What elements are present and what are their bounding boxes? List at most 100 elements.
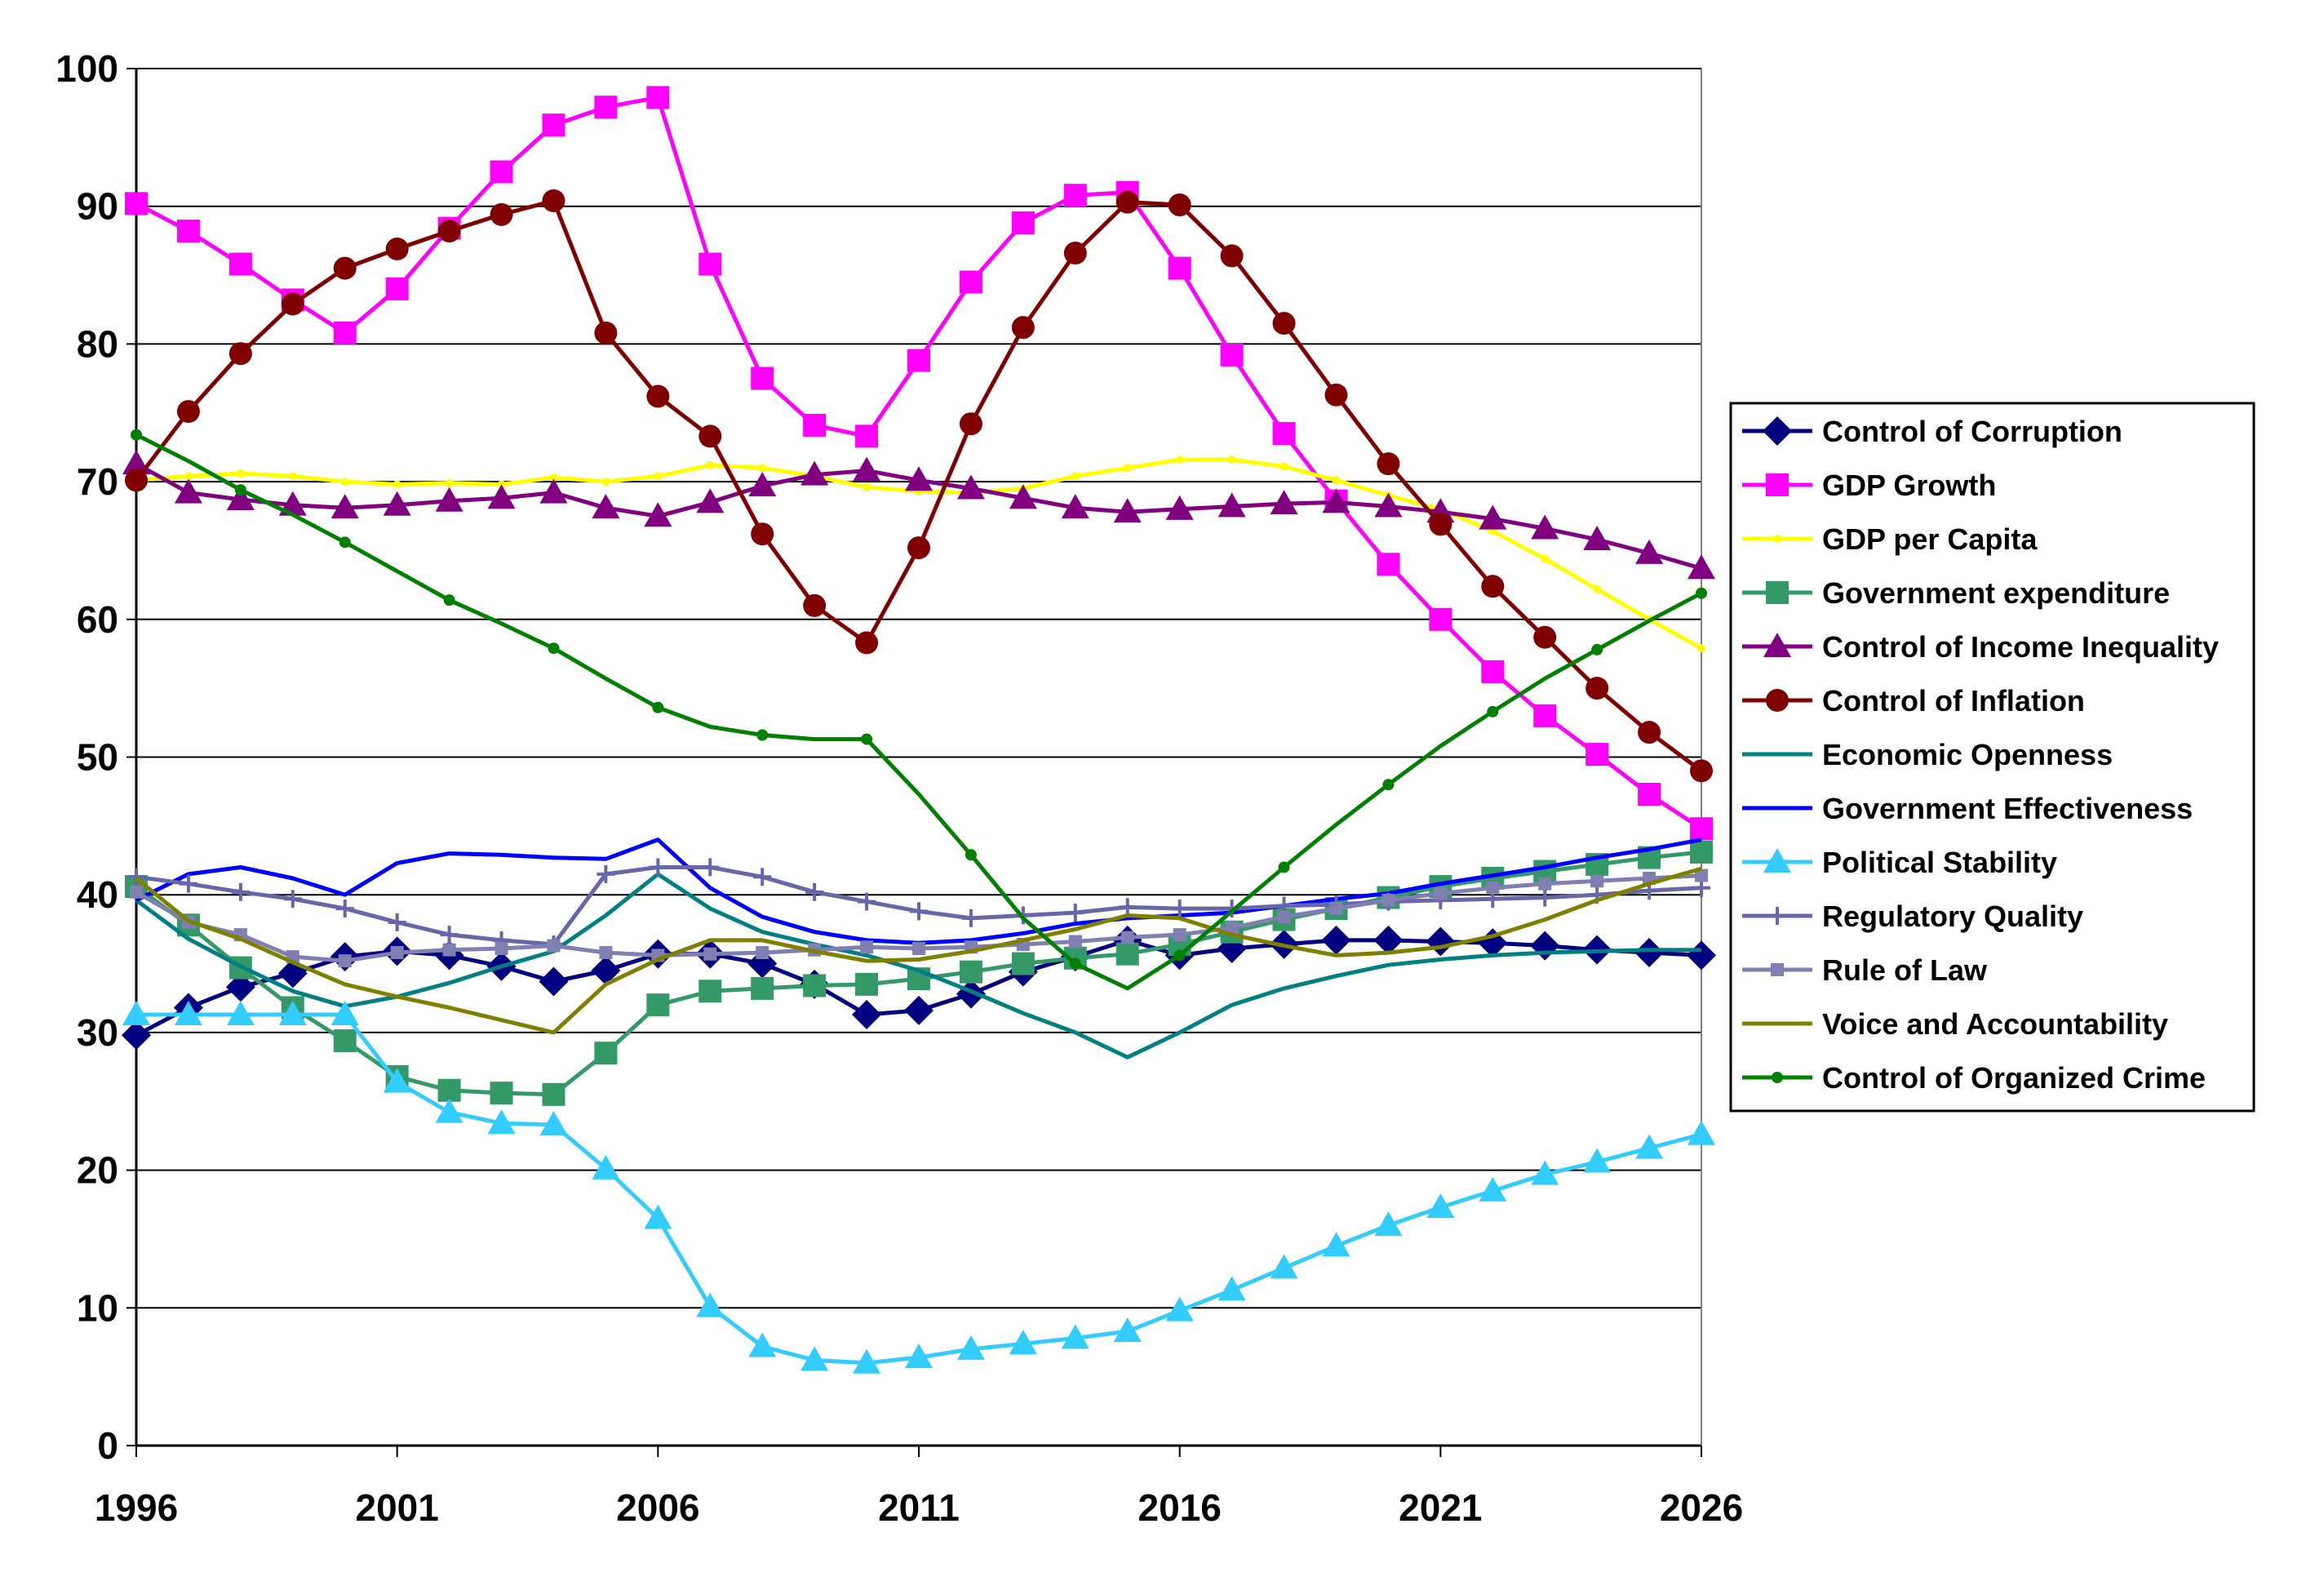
data-point-political-stability <box>1688 1120 1715 1145</box>
data-point-regulatory-quality <box>388 913 406 931</box>
data-point-political-stability <box>226 1000 255 1025</box>
data-point-control-of-corruption <box>747 948 778 979</box>
data-point-rule-of-law <box>1590 874 1604 888</box>
data-point-control-of-inflation <box>594 321 618 344</box>
data-point-gdp-growth <box>646 86 670 109</box>
data-point-control-of-inflation <box>385 237 409 260</box>
legend-item-government-effectiveness: Government Effectiveness <box>1742 792 2193 825</box>
y-tick-label: 30 <box>77 1011 118 1054</box>
data-point-control-of-income-inequality <box>1583 525 1612 550</box>
series-voice-and-accountability <box>135 866 1702 1035</box>
legend-item-control-of-corruption: Control of Corruption <box>1742 415 2122 448</box>
data-point-control-of-organized-crime <box>965 849 977 861</box>
data-point-government-expenditure <box>751 976 774 1000</box>
series-line-voice-and-accountability <box>135 866 1702 1035</box>
data-point-control-of-corruption <box>852 999 882 1029</box>
data-point-regulatory-quality <box>127 868 145 886</box>
legend-label: Control of Corruption <box>1822 415 2122 448</box>
data-point-control-of-income-inequality <box>1479 504 1507 530</box>
data-point-rule-of-law <box>756 946 769 960</box>
data-point-control-of-inflation <box>1429 513 1452 536</box>
data-point-political-stability <box>956 1335 985 1360</box>
data-point-political-stability <box>696 1292 725 1317</box>
data-point-political-stability <box>748 1332 777 1357</box>
data-point-government-expenditure <box>803 974 827 997</box>
data-point-government-expenditure <box>1011 952 1035 975</box>
data-point-control-of-organized-crime <box>1382 779 1395 791</box>
y-tick-label: 70 <box>77 460 118 503</box>
data-point-control-of-income-inequality <box>435 486 463 512</box>
y-tick-label: 80 <box>77 322 118 365</box>
data-point-control-of-income-inequality <box>748 472 777 497</box>
series-control-of-income-inequality <box>122 450 1715 580</box>
data-point-government-expenditure <box>1115 942 1139 966</box>
data-point-control-of-income-inequality <box>696 488 725 513</box>
data-point-regulatory-quality <box>961 908 980 927</box>
data-point-control-of-organized-crime <box>548 642 560 655</box>
data-point-rule-of-law <box>1120 931 1134 944</box>
data-point-control-of-inflation <box>542 189 565 212</box>
legend-swatch-marker <box>1771 963 1784 976</box>
data-point-political-stability <box>905 1344 933 1369</box>
data-point-political-stability <box>435 1098 463 1123</box>
data-point-control-of-corruption <box>904 995 934 1025</box>
data-point-gdp-growth <box>1272 422 1296 446</box>
legend-label: GDP per Capita <box>1822 522 2038 556</box>
data-point-control-of-inflation <box>907 536 930 560</box>
data-point-political-stability <box>801 1346 829 1371</box>
grid-lines <box>136 68 1701 1309</box>
data-point-gdp-per-capita <box>1123 464 1132 473</box>
data-point-gdp-growth <box>1429 607 1452 631</box>
x-tick-label: 2011 <box>878 1486 960 1529</box>
data-point-gdp-growth <box>176 220 200 243</box>
data-point-regulatory-quality <box>753 868 772 886</box>
data-point-rule-of-law <box>1173 928 1186 942</box>
data-point-control-of-inflation <box>1481 575 1505 598</box>
legend-label: Regulatory Quality <box>1822 900 2083 933</box>
axes <box>126 68 1702 1457</box>
data-point-government-expenditure <box>437 1078 461 1102</box>
data-point-gdp-per-capita <box>1541 554 1550 563</box>
data-point-control-of-income-inequality <box>644 502 672 527</box>
data-point-gdp-growth <box>1220 343 1244 366</box>
y-axis-tick-labels: 0 10 20 30 40 50 60 70 80 90 100 <box>55 47 118 1467</box>
data-point-control-of-inflation <box>1533 625 1557 649</box>
data-point-control-of-income-inequality <box>1635 539 1664 564</box>
data-point-control-of-income-inequality <box>1531 514 1559 540</box>
data-point-control-of-organized-crime <box>756 729 769 741</box>
series-control-of-organized-crime <box>131 429 1707 991</box>
y-tick-label: 10 <box>77 1286 118 1329</box>
data-point-control-of-corruption <box>1634 938 1665 968</box>
data-point-rule-of-law <box>1225 921 1239 935</box>
data-point-political-stability <box>1374 1211 1403 1237</box>
data-point-regulatory-quality <box>1066 904 1084 922</box>
data-point-control-of-organized-crime <box>652 701 664 713</box>
legend-swatch-marker <box>1773 535 1781 543</box>
data-point-political-stability <box>1583 1148 1612 1173</box>
data-point-gdp-per-capita <box>1071 472 1080 481</box>
data-point-control-of-inflation <box>699 424 722 448</box>
data-point-gdp-per-capita <box>1175 455 1184 464</box>
series-political-stability <box>122 1000 1715 1374</box>
data-point-gdp-growth <box>855 424 879 448</box>
data-point-gdp-growth <box>228 252 252 276</box>
data-point-control-of-income-inequality <box>174 478 202 504</box>
data-point-control-of-organized-crime <box>1487 705 1499 717</box>
legend-label: Political Stability <box>1822 846 2057 879</box>
data-point-control-of-income-inequality <box>853 456 881 482</box>
data-point-control-of-inflation <box>1168 193 1191 217</box>
data-point-gdp-per-capita <box>1593 584 1602 593</box>
data-point-gdp-growth <box>333 321 357 344</box>
data-point-political-stability <box>539 1110 568 1135</box>
data-point-control-of-inflation <box>1690 759 1713 783</box>
data-point-regulatory-quality <box>805 882 824 901</box>
data-point-political-stability <box>1113 1317 1142 1342</box>
data-point-control-of-inflation <box>803 593 827 617</box>
data-point-rule-of-law <box>703 947 717 961</box>
data-point-regulatory-quality <box>440 926 459 944</box>
data-point-gdp-growth <box>1168 256 1191 280</box>
data-point-rule-of-law <box>130 885 143 899</box>
data-point-rule-of-law <box>599 946 613 960</box>
series-control-of-inflation <box>125 189 1713 783</box>
